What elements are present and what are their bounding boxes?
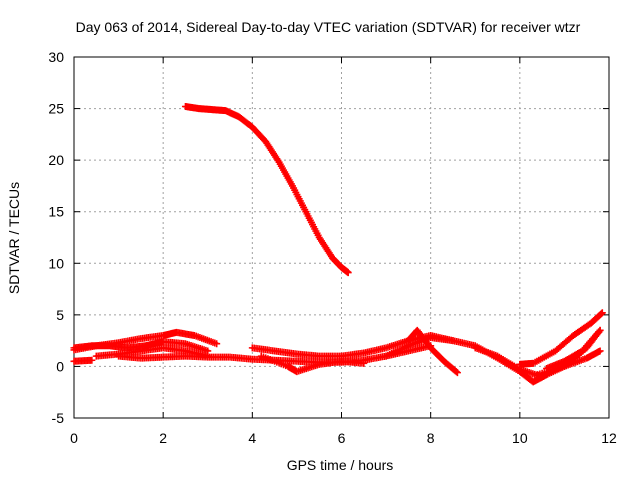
y-tick-label: -5 <box>52 410 65 426</box>
data-point <box>596 326 604 334</box>
x-tick-label: 8 <box>427 430 435 446</box>
series-arc-k <box>516 309 606 368</box>
y-tick-label: 15 <box>48 204 64 220</box>
x-tick-label: 6 <box>338 430 346 446</box>
data-point <box>453 369 461 377</box>
data-point <box>452 368 460 376</box>
series-arc-m <box>534 347 604 379</box>
x-tick-label: 0 <box>70 430 78 446</box>
y-tick-label: 20 <box>48 152 64 168</box>
y-tick-label: 30 <box>48 49 64 65</box>
data-point <box>344 269 352 277</box>
data-point <box>596 347 604 355</box>
series-arc-b <box>70 338 212 355</box>
series-arc-g <box>257 352 368 376</box>
y-axis-ticks: -5 0 5 10 15 20 25 30 <box>48 49 609 426</box>
x-tick-label: 10 <box>512 430 528 446</box>
x-tick-label: 2 <box>159 430 167 446</box>
series-arc-descending <box>181 103 352 277</box>
data-points <box>70 103 606 386</box>
y-tick-label: 0 <box>56 358 64 374</box>
data-point <box>598 309 606 317</box>
data-point <box>597 310 605 318</box>
x-axis-ticks: 0 2 4 6 8 10 12 <box>70 57 617 446</box>
x-tick-label: 12 <box>601 430 617 446</box>
y-tick-label: 5 <box>56 307 64 323</box>
data-point <box>360 359 368 367</box>
data-point <box>88 356 96 364</box>
y-axis-label: SDTVAR / TECUs <box>6 182 22 294</box>
y-tick-label: 25 <box>48 101 64 117</box>
data-point <box>213 340 221 348</box>
series-arc-d <box>70 356 96 365</box>
x-axis-label: GPS time / hours <box>287 457 394 473</box>
y-tick-label: 10 <box>48 255 64 271</box>
chart-title: Day 063 of 2014, Sidereal Day-to-day VTE… <box>76 19 581 35</box>
x-tick-label: 4 <box>248 430 256 446</box>
